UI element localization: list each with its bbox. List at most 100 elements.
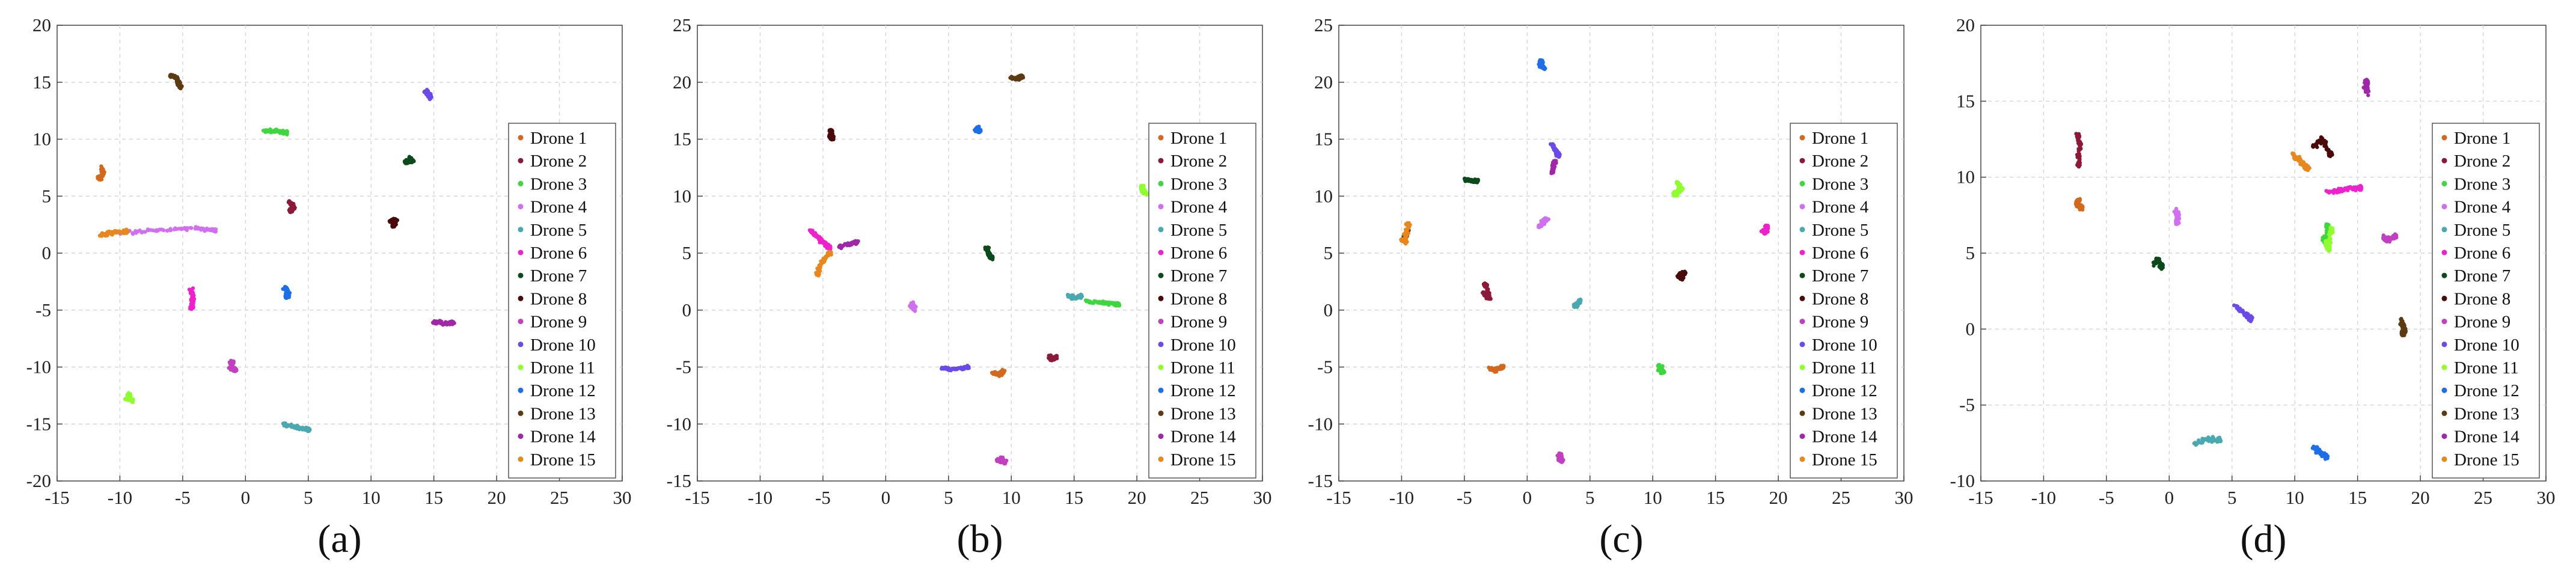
- y-tick-label: -15: [26, 413, 51, 434]
- legend-label: Drone 6: [1170, 243, 1227, 263]
- x-tick-label: 10: [1644, 487, 1662, 508]
- legend-label: Drone 1: [1812, 129, 1868, 148]
- y-tick-label: 25: [1314, 14, 1333, 35]
- drone-9-cluster: [227, 358, 239, 373]
- y-tick-label: 10: [1314, 185, 1333, 206]
- legend-label: Drone 12: [1812, 381, 1877, 400]
- legend-marker: [1158, 433, 1164, 440]
- data-point: [827, 251, 831, 256]
- legend-label: Drone 4: [530, 198, 587, 217]
- legend-label: Drone 2: [1812, 152, 1868, 171]
- y-tick-label: -5: [1959, 394, 1975, 415]
- legend-label: Drone 14: [530, 427, 596, 447]
- data-point: [1117, 302, 1121, 307]
- x-tick-label: 15: [1065, 487, 1083, 508]
- drone-6-cluster: [1759, 223, 1770, 236]
- data-point: [1557, 453, 1561, 458]
- y-tick-label: 10: [673, 185, 691, 206]
- data-point: [105, 233, 109, 237]
- data-point: [212, 228, 217, 233]
- data-point: [1140, 185, 1145, 189]
- x-tick-label: 30: [1253, 487, 1272, 508]
- y-tick-label: -10: [26, 357, 51, 378]
- legend-label: Drone 10: [1170, 335, 1236, 355]
- data-point: [2078, 141, 2082, 145]
- y-tick-label: 0: [42, 242, 52, 263]
- data-point: [2175, 220, 2179, 224]
- legend-marker: [1158, 319, 1164, 325]
- data-point: [179, 227, 184, 231]
- legend-marker: [518, 387, 524, 393]
- legend-marker: [1799, 158, 1805, 164]
- legend-label: Drone 10: [530, 335, 596, 355]
- drone-15-cluster: [814, 250, 833, 278]
- legend-label: Drone 5: [1812, 221, 1868, 240]
- legend-marker: [1799, 227, 1805, 233]
- data-point: [231, 369, 236, 373]
- drone-4-cluster: [118, 225, 218, 236]
- data-point: [997, 458, 1001, 462]
- drone-15-cluster: [97, 227, 130, 238]
- x-tick-label: -15: [685, 487, 709, 508]
- legend-marker: [1799, 180, 1805, 186]
- chart-panel: -15 -10 -5 0 5 10 15 20 25 30-20-15-10-505101520D…: [26, 14, 632, 561]
- legend-marker: [1799, 135, 1805, 141]
- data-point: [1078, 294, 1083, 298]
- x-tick-label: 15: [424, 487, 443, 508]
- legend-marker: [2441, 158, 2447, 164]
- x-tick-label: -15: [1326, 487, 1351, 508]
- data-point: [827, 243, 831, 248]
- data-point: [193, 227, 198, 231]
- drone-7-cluster: [983, 245, 995, 262]
- x-tick-label: 0: [241, 487, 251, 508]
- legend-label: Drone 14: [1170, 427, 1236, 447]
- data-point: [288, 207, 292, 211]
- drone-11-cluster: [123, 391, 135, 405]
- drone-13-cluster: [1008, 73, 1026, 82]
- legend-marker: [2441, 342, 2447, 348]
- legend-marker: [1158, 410, 1164, 416]
- y-tick-label: 0: [1324, 299, 1333, 320]
- y-tick-label: 5: [1966, 242, 1975, 263]
- legend-marker: [1158, 342, 1164, 348]
- x-tick-label: 25: [2474, 487, 2492, 508]
- y-tick-label: 25: [673, 14, 691, 35]
- legend-marker: [2441, 433, 2447, 440]
- data-point: [393, 224, 397, 228]
- legend-label: Drone 7: [1812, 266, 1868, 286]
- data-point: [1556, 153, 1561, 158]
- y-tick-label: 15: [673, 129, 691, 150]
- legend-label: Drone 11: [2454, 358, 2519, 378]
- legend-marker: [2441, 387, 2447, 393]
- drone-10-cluster: [422, 88, 433, 102]
- legend-label: Drone 12: [530, 381, 596, 400]
- x-tick-label: -5: [815, 487, 831, 508]
- data-point: [2079, 206, 2084, 210]
- drone-1-cluster: [96, 164, 106, 182]
- data-point: [1406, 223, 1410, 227]
- legend-label: Drone 11: [1812, 358, 1877, 378]
- data-point: [1680, 276, 1684, 281]
- legend-label: Drone 7: [2454, 266, 2510, 286]
- legend-label: Drone 14: [2454, 427, 2519, 447]
- legend-label: Drone 3: [1812, 174, 1868, 194]
- y-tick-label: 5: [1324, 242, 1333, 263]
- legend-marker: [1799, 204, 1805, 210]
- drone-13-cluster: [168, 73, 184, 91]
- panel-caption: (c): [1599, 517, 1643, 561]
- y-tick-label: -10: [1950, 470, 1975, 491]
- data-point: [1539, 58, 1543, 63]
- legend-label: Drone 2: [1170, 152, 1227, 171]
- drone-14-cluster: [430, 319, 456, 327]
- x-tick-label: 15: [1706, 487, 1725, 508]
- legend-label: Drone 9: [2454, 313, 2510, 332]
- data-point: [987, 254, 992, 259]
- x-tick-label: 15: [2348, 487, 2367, 508]
- data-point: [189, 226, 194, 230]
- drone-6-cluster: [187, 286, 197, 311]
- data-point: [1576, 299, 1580, 304]
- legend-marker: [1799, 295, 1805, 301]
- y-tick-label: -5: [1317, 357, 1333, 378]
- legend-marker: [518, 272, 524, 278]
